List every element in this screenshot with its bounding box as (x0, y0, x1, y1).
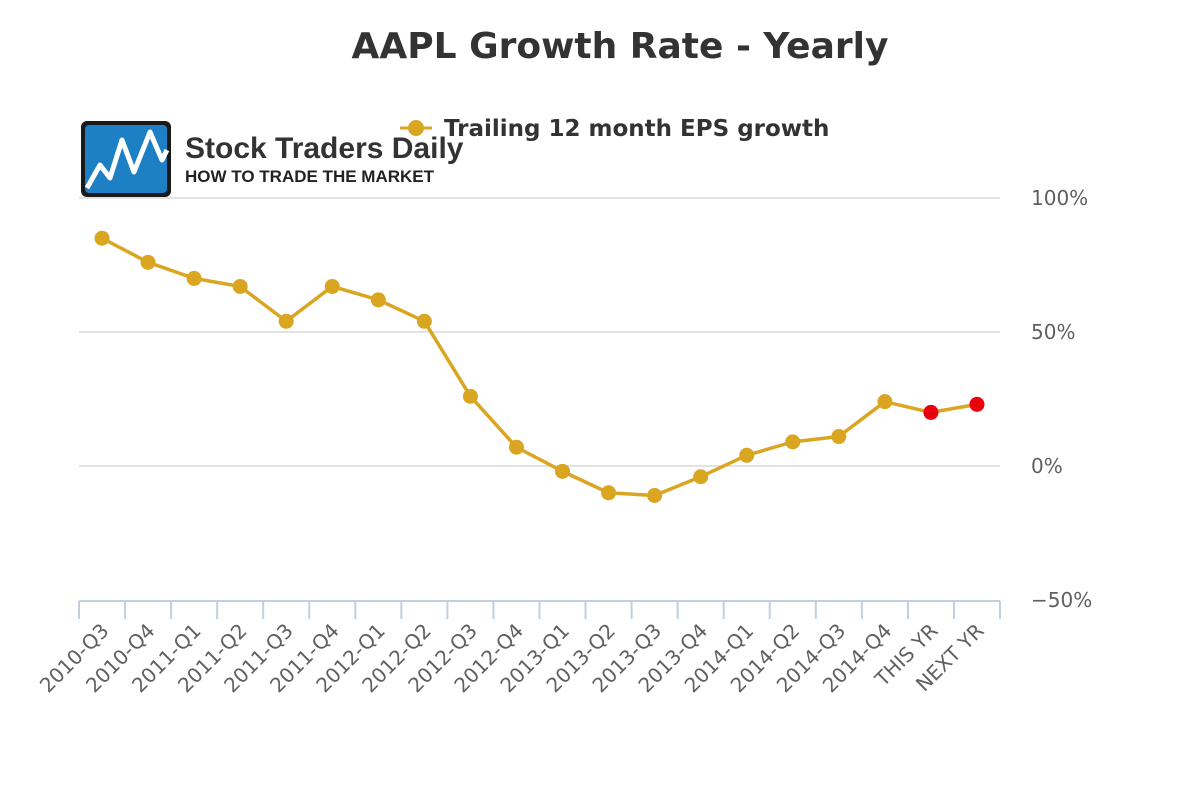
y-tick-label: 100% (1031, 186, 1088, 210)
series-line (101, 236, 978, 498)
data-point[interactable] (831, 429, 847, 445)
grid (79, 197, 1000, 467)
data-point[interactable] (278, 313, 294, 329)
y-tick-label: 0% (1031, 454, 1063, 478)
logo: Stock Traders Daily HOW TO TRADE THE MAR… (81, 121, 464, 197)
data-point[interactable] (508, 439, 524, 455)
data-point[interactable] (739, 447, 755, 463)
logo-tagline: HOW TO TRADE THE MARKET (185, 167, 435, 186)
logo-chart-icon (84, 129, 170, 190)
legend[interactable]: Trailing 12 month EPS growth (400, 116, 829, 142)
data-point[interactable] (647, 487, 663, 503)
legend-marker (408, 120, 424, 136)
data-point[interactable] (877, 394, 893, 410)
chart-title: AAPL Growth Rate - Yearly (352, 26, 889, 67)
data-point[interactable] (186, 270, 202, 286)
data-point[interactable] (693, 469, 709, 485)
logo-name: Stock Traders Daily (185, 132, 464, 165)
data-point[interactable] (94, 230, 110, 246)
x-axis: 2010-Q32010-Q42011-Q12011-Q22011-Q32011-… (35, 600, 1001, 697)
data-point[interactable] (232, 278, 248, 294)
series-eps-growth (94, 230, 985, 503)
estimate-point[interactable] (923, 404, 939, 420)
data-point[interactable] (462, 388, 478, 404)
data-point[interactable] (555, 463, 571, 479)
y-tick-label: −50% (1031, 588, 1092, 612)
data-point[interactable] (416, 313, 432, 329)
data-point[interactable] (324, 278, 340, 294)
y-axis: 100% 50% 0% −50% (1031, 186, 1092, 612)
data-point[interactable] (601, 485, 617, 501)
data-point[interactable] (140, 254, 156, 270)
logo-panel (85, 125, 167, 193)
data-point[interactable] (785, 434, 801, 450)
legend-label: Trailing 12 month EPS growth (444, 116, 829, 142)
estimate-point[interactable] (969, 396, 985, 412)
data-point[interactable] (370, 292, 386, 308)
y-tick-label: 50% (1031, 320, 1075, 344)
